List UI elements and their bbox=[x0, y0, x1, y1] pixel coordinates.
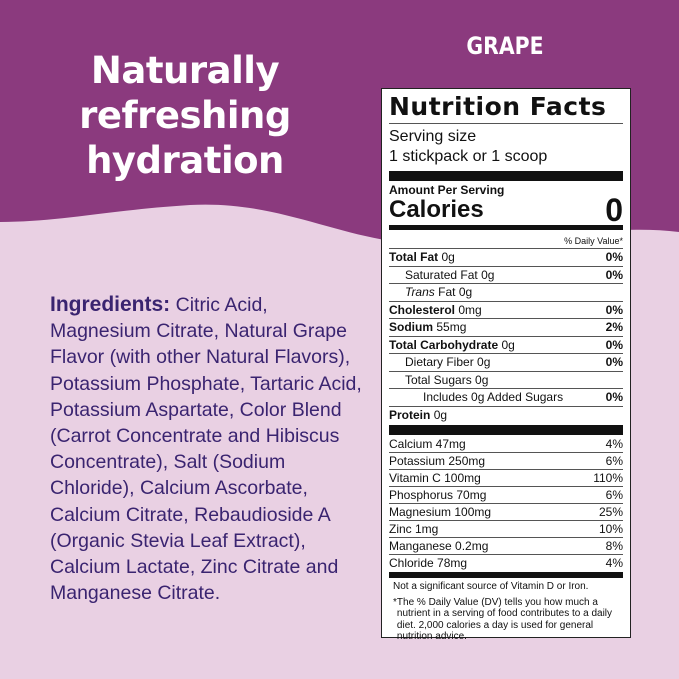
nutrient-row: Dietary Fiber 0g 0% bbox=[389, 354, 623, 372]
vitamin-daily-value: 8% bbox=[605, 539, 623, 553]
serving-size-label: Serving size bbox=[389, 128, 477, 145]
nutrient-row: Includes 0g Added Sugars 0% bbox=[389, 389, 623, 407]
ingredients-text: Citric Acid, Magnesium Citrate, Natural … bbox=[50, 294, 362, 605]
nutrient-amount: 0g bbox=[441, 250, 455, 264]
serving-size-value: 1 stickpack or 1 scoop bbox=[389, 148, 548, 165]
ingredients: Ingredients: Citric Acid, Magnesium Citr… bbox=[50, 292, 370, 606]
nutrient-daily-value: 0% bbox=[605, 302, 623, 317]
nutrient-daily-value: 0% bbox=[605, 250, 623, 264]
daily-value-header: % Daily Value* bbox=[389, 232, 623, 249]
nutrient-amount: 0g bbox=[433, 407, 448, 422]
nutrient-label: Total Sugars bbox=[405, 372, 472, 387]
nutrient-row: Sodium 55mg 2% bbox=[389, 319, 623, 337]
calories-label: Calories bbox=[389, 196, 484, 223]
vitamin-name: Zinc 1mg bbox=[389, 522, 439, 536]
nutrient-label: Saturated Fat bbox=[405, 267, 478, 282]
nutrient-name: Total Sugars 0g bbox=[405, 372, 488, 389]
headline: Naturally refreshing hydration bbox=[40, 48, 330, 183]
divider bbox=[389, 171, 623, 181]
divider bbox=[389, 425, 623, 435]
nutrient-name: Trans Fat 0g bbox=[405, 284, 472, 301]
headline-line: Naturally bbox=[90, 49, 280, 92]
nutrient-daily-value: 0% bbox=[605, 390, 623, 404]
nutrition-facts-label: Nutrition Facts Serving size 1 stickpack… bbox=[381, 88, 631, 642]
nutrient-row: Total Carbohydrate 0g 0% bbox=[389, 337, 623, 354]
vitamin-row: Vitamin C 100mg 110% bbox=[389, 470, 623, 487]
vitamin-daily-value: 4% bbox=[605, 556, 623, 570]
divider bbox=[389, 572, 623, 578]
nutrient-daily-value: 0% bbox=[605, 267, 623, 282]
nutrient-row: Cholesterol 0mg 0% bbox=[389, 302, 623, 319]
flavor-name: GRAPE bbox=[466, 32, 544, 60]
nutrient-daily-value: 2% bbox=[605, 320, 623, 334]
nutrient-amount: 0g bbox=[477, 355, 491, 369]
vitamin-name: Calcium 47mg bbox=[389, 437, 466, 451]
calories-row: Calories 0 bbox=[389, 192, 623, 228]
calories-value: 0 bbox=[605, 192, 623, 228]
nutrient-daily-value: 0% bbox=[605, 337, 623, 352]
nutrient-label: Protein bbox=[389, 407, 431, 422]
vitamin-daily-value: 110% bbox=[593, 471, 623, 485]
nutrition-title: Nutrition Facts bbox=[389, 92, 623, 124]
nutrient-name: Saturated Fat 0g bbox=[405, 267, 494, 284]
nutrient-amount: Fat 0g bbox=[438, 285, 473, 299]
vitamin-daily-value: 6% bbox=[605, 488, 623, 502]
nutrient-amount: 0mg bbox=[458, 302, 482, 317]
nutrient-row: Total Sugars 0g bbox=[389, 372, 623, 389]
nutrient-label: Cholesterol bbox=[389, 302, 456, 317]
footnote-text: The % Daily Value (DV) tells you how muc… bbox=[396, 596, 613, 643]
vitamin-name: Manganese 0.2mg bbox=[389, 539, 489, 553]
vitamin-row: Phosphorus 70mg 6% bbox=[389, 487, 623, 504]
vitamin-row: Chloride 78mg 4% bbox=[389, 555, 623, 571]
vitamin-daily-value: 6% bbox=[605, 454, 623, 468]
vitamin-name: Potassium 250mg bbox=[389, 454, 486, 468]
nutrient-row: Saturated Fat 0g 0% bbox=[389, 267, 623, 284]
nutrient-name: Sodium 55mg bbox=[389, 319, 466, 336]
vitamin-name: Chloride 78mg bbox=[389, 556, 468, 570]
vitamin-daily-value: 4% bbox=[605, 437, 623, 451]
footnote-daily-value: * The % Daily Value (DV) tells you how m… bbox=[389, 597, 623, 643]
nutrient-label: Total Carbohydrate bbox=[389, 337, 499, 352]
nutrient-name: Total Fat 0g bbox=[389, 249, 455, 266]
nutrient-name: Protein 0g bbox=[389, 407, 447, 424]
nutrient-daily-value: 0% bbox=[605, 355, 623, 369]
vitamin-row: Manganese 0.2mg 8% bbox=[389, 538, 623, 555]
nutrient-name: Includes 0g Added Sugars bbox=[423, 389, 563, 406]
nutrient-label: Sodium bbox=[389, 320, 433, 334]
nutrient-name: Total Carbohydrate 0g bbox=[389, 337, 515, 354]
nutrient-row: Trans Fat 0g bbox=[389, 284, 623, 302]
headline-line: hydration bbox=[86, 139, 284, 182]
footnote-vitamin-d: Not a significant source of Vitamin D or… bbox=[393, 581, 589, 592]
vitamin-name: Phosphorus 70mg bbox=[389, 488, 487, 502]
amount-per-serving: Amount Per Serving bbox=[389, 183, 505, 197]
vitamin-name: Magnesium 100mg bbox=[389, 505, 492, 519]
vitamin-row: Zinc 1mg 10% bbox=[389, 521, 623, 538]
nutrient-name: Dietary Fiber 0g bbox=[405, 354, 490, 371]
vitamin-daily-value: 10% bbox=[598, 522, 623, 536]
headline-line: refreshing bbox=[79, 94, 291, 137]
footnote-star: * bbox=[393, 596, 397, 608]
vitamin-row: Magnesium 100mg 25% bbox=[389, 504, 623, 521]
vitamin-row: Calcium 47mg 4% bbox=[389, 436, 623, 453]
nutrient-label: Includes 0g Added Sugars bbox=[423, 390, 564, 404]
nutrient-label: Dietary Fiber bbox=[405, 355, 474, 369]
vitamin-daily-value: 25% bbox=[598, 505, 623, 519]
nutrient-amount: 55mg bbox=[436, 320, 467, 334]
nutrient-amount: 0g bbox=[501, 337, 515, 352]
nutrient-label: Trans bbox=[405, 285, 435, 299]
nutrient-name: Cholesterol 0mg bbox=[389, 302, 482, 319]
nutrient-row: Total Fat 0g 0% bbox=[389, 249, 623, 267]
divider bbox=[389, 225, 623, 230]
nutrient-amount: 0g bbox=[481, 267, 495, 282]
vitamin-row: Potassium 250mg 6% bbox=[389, 453, 623, 470]
nutrient-label: Total Fat bbox=[389, 250, 439, 264]
vitamin-name: Vitamin C 100mg bbox=[389, 471, 481, 485]
ingredients-label: Ingredients: bbox=[50, 293, 171, 316]
nutrient-row: Protein 0g bbox=[389, 407, 623, 424]
nutrient-amount: 0g bbox=[475, 372, 489, 387]
